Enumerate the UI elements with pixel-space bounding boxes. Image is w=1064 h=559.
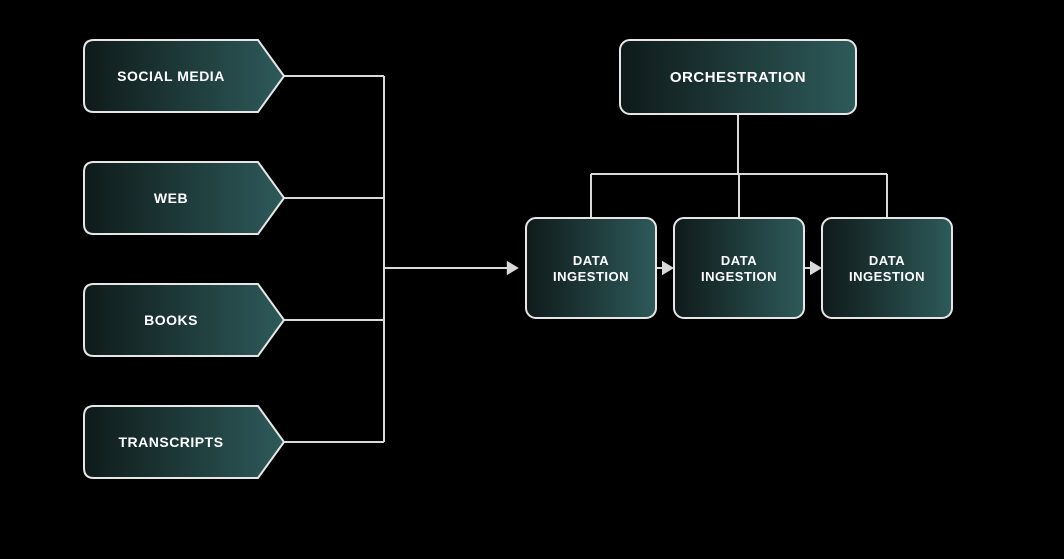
process-node-shape [822,218,952,318]
process-node-label-line: DATA [721,253,757,268]
process-node-label-line: INGESTION [849,269,925,284]
process-node: DATAINGESTION [822,218,952,318]
process-node-label-line: DATA [573,253,609,268]
process-node-label-line: INGESTION [553,269,629,284]
source-node-label: TRANSCRIPTS [118,434,223,450]
process-node-shape [526,218,656,318]
process-node-label-line: INGESTION [701,269,777,284]
source-node: BOOKS [84,284,284,356]
process-node-label-line: DATA [869,253,905,268]
orchestration-node-label: ORCHESTRATION [670,69,806,86]
source-node-label: BOOKS [144,312,198,328]
process-node: DATAINGESTION [674,218,804,318]
orchestration-node: ORCHESTRATION [620,40,856,114]
source-node: TRANSCRIPTS [84,406,284,478]
source-node-label: WEB [154,190,188,206]
source-node: WEB [84,162,284,234]
process-node: DATAINGESTION [526,218,656,318]
source-node-label: SOCIAL MEDIA [117,68,225,84]
process-node-shape [674,218,804,318]
source-node: SOCIAL MEDIA [84,40,284,112]
